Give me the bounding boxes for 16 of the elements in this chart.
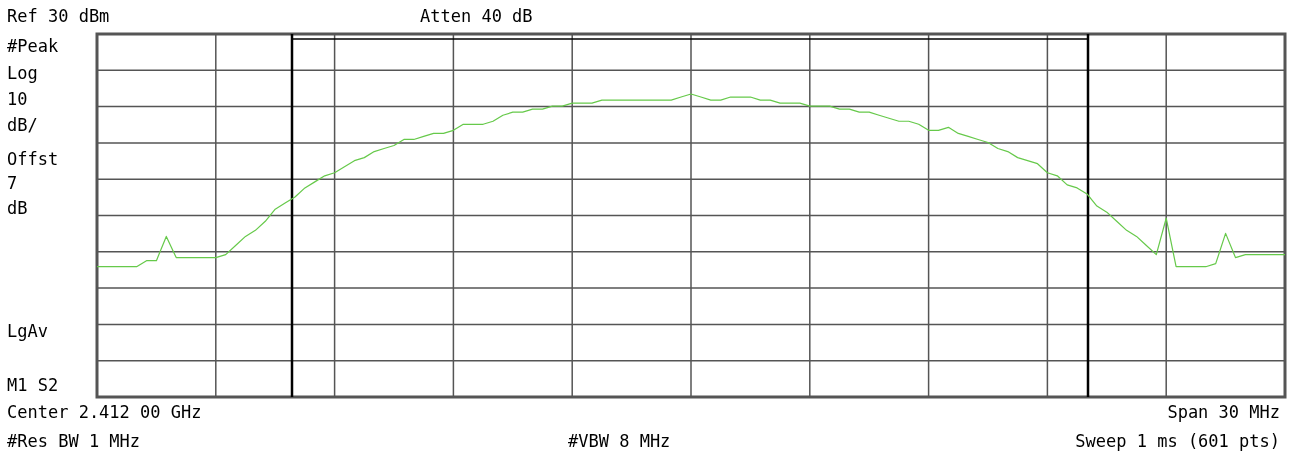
text: #Res BW 1 MHz [7,431,141,451]
text: M1 S2 [7,375,59,395]
text: #VBW 8 MHz [568,431,671,451]
text: Atten 40 dB [420,6,533,26]
text: 7 [7,173,18,193]
text: 10 [7,89,28,109]
text: Offst [7,149,59,169]
text: dB/ [7,115,38,135]
text: Sweep 1 ms (601 pts) [1075,431,1280,451]
text: dB [7,198,28,218]
text: Span 30 MHz [1167,402,1280,422]
text: Center 2.412 00 GHz [7,402,202,422]
text: Log [7,63,38,83]
text: Ref 30 dBm [7,6,110,26]
text: LgAv [7,321,48,341]
text: #Peak [7,36,59,56]
